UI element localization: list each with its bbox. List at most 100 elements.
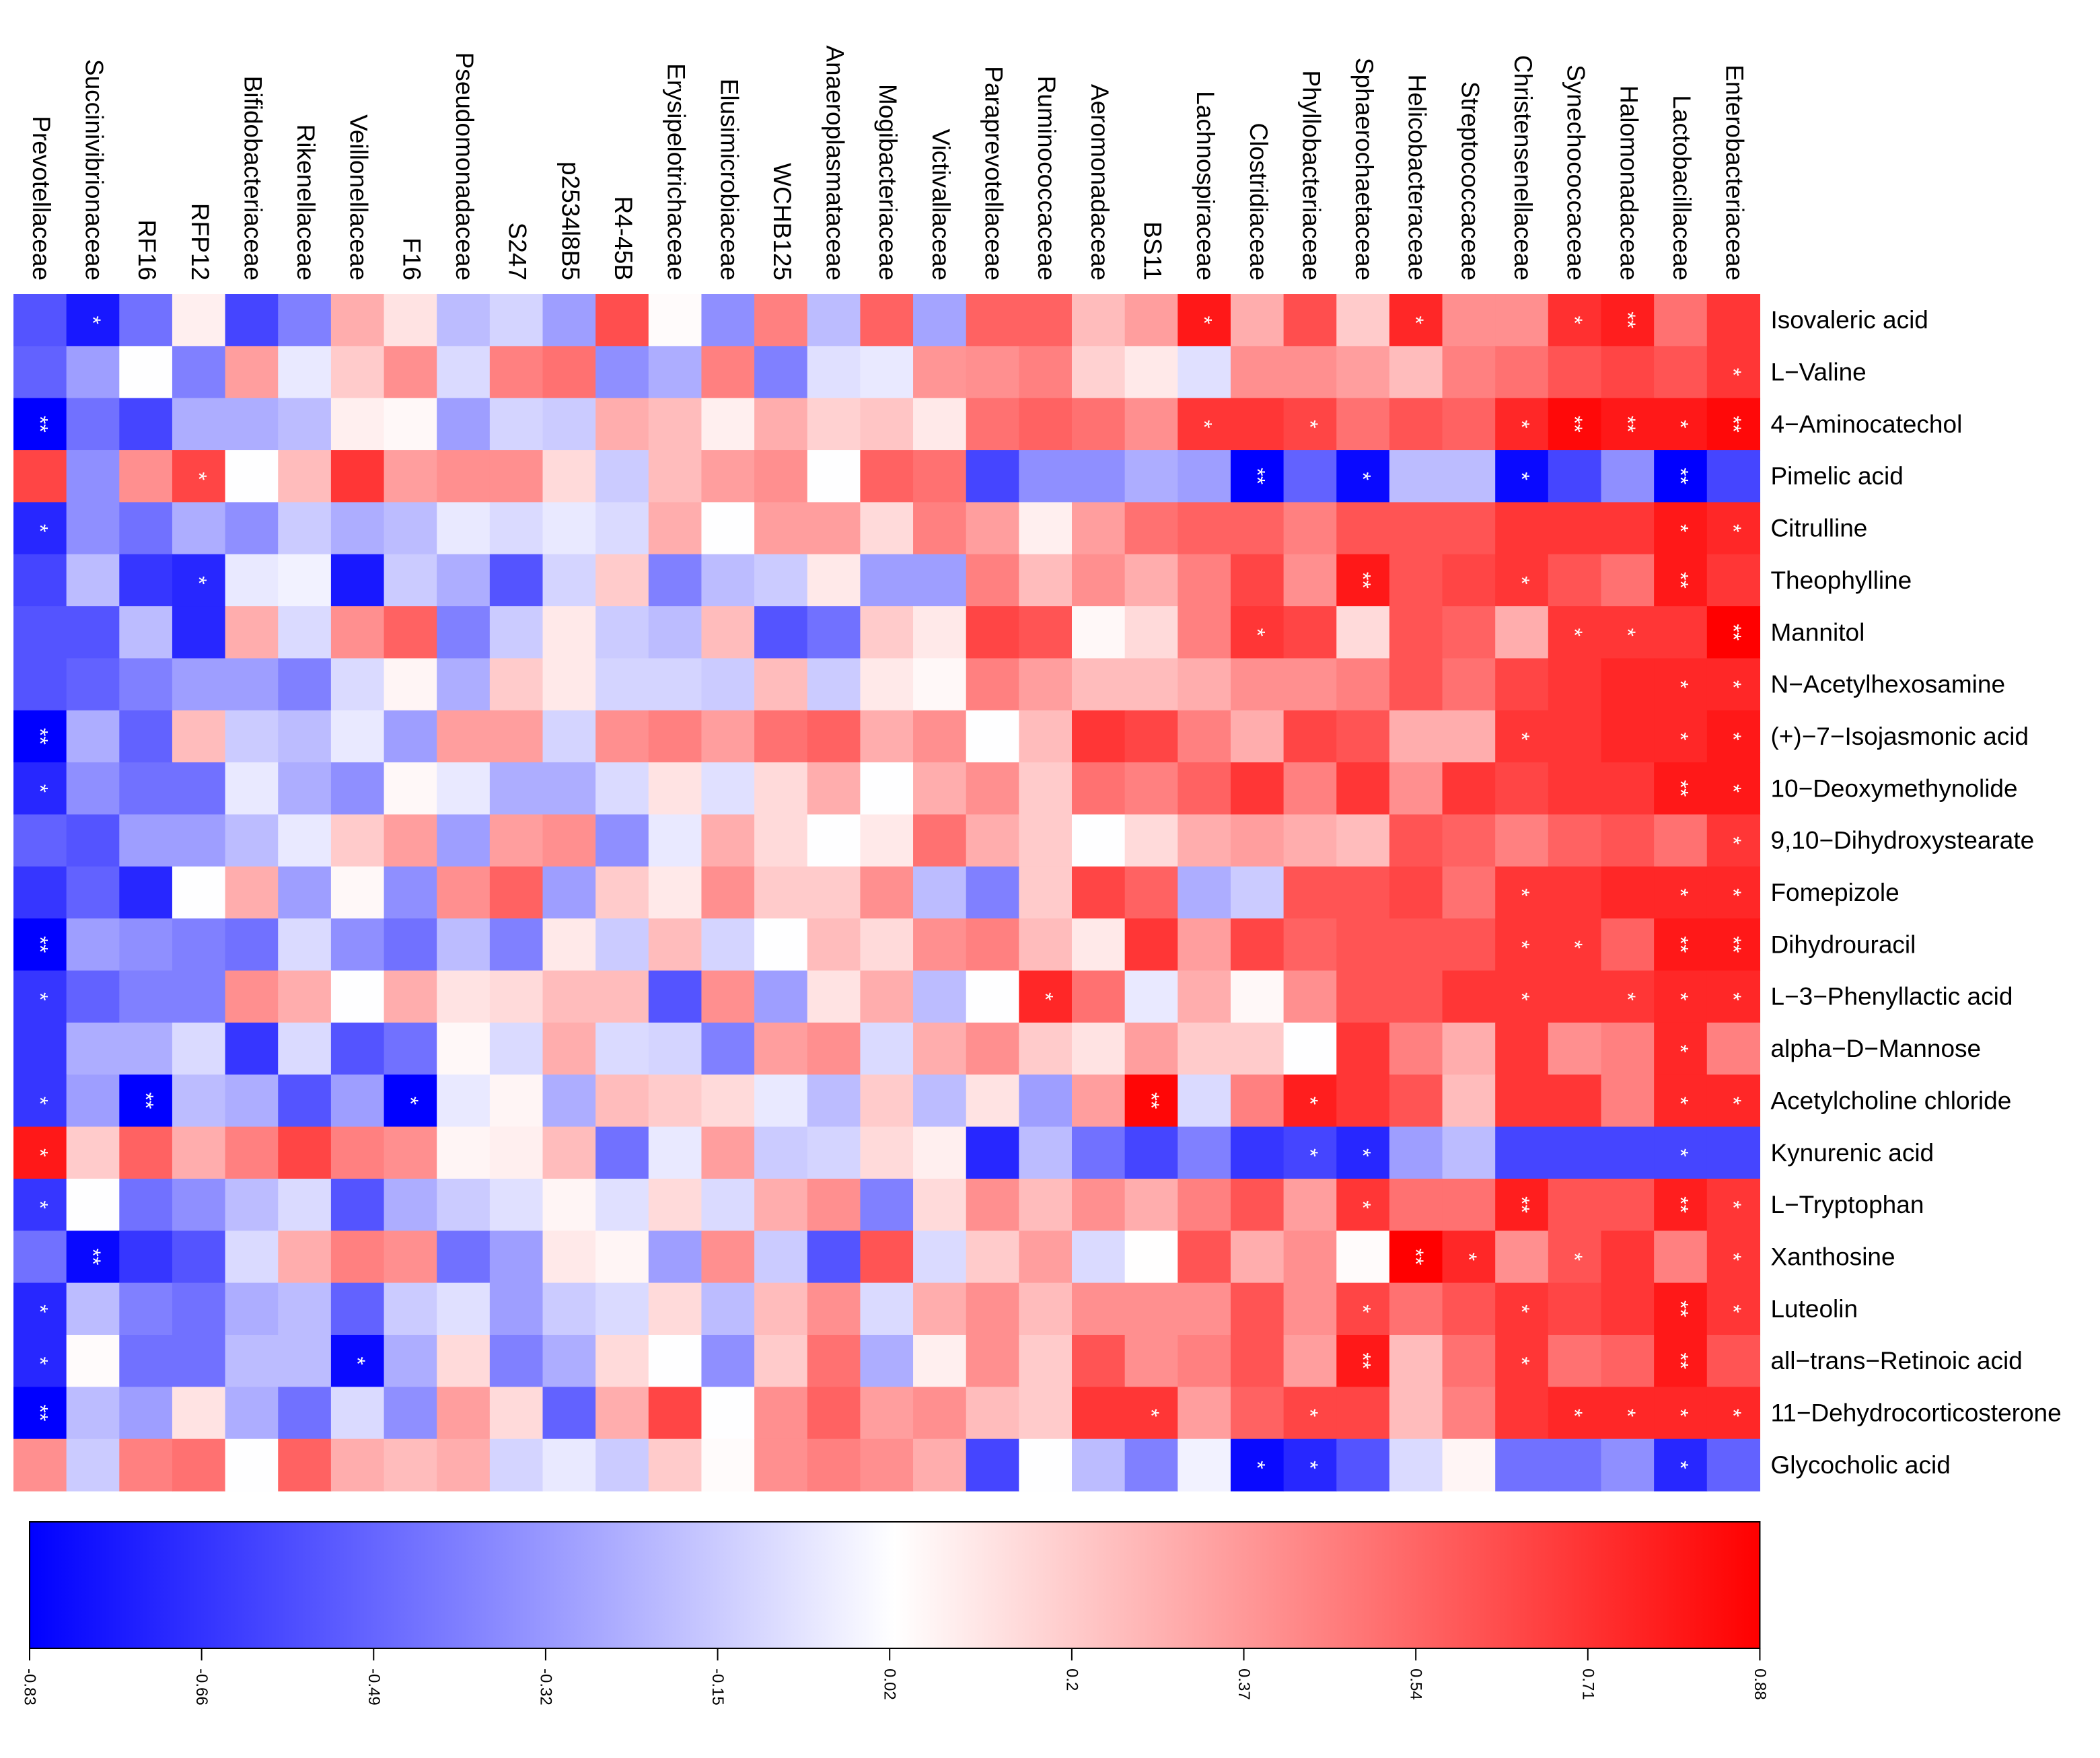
column-label: Anaeroplasmataceae <box>822 45 849 281</box>
heatmap-cell <box>1548 658 1602 711</box>
heatmap-cell <box>701 502 755 555</box>
heatmap-cell <box>172 866 226 919</box>
significance-marker: * <box>1510 992 1534 1000</box>
heatmap-cell <box>1601 554 1655 607</box>
heatmap-cell <box>384 1126 437 1179</box>
heatmap-cell <box>1230 502 1284 555</box>
heatmap-cell <box>1230 970 1284 1023</box>
heatmap-cell <box>119 1074 173 1128</box>
heatmap-cell <box>330 710 385 763</box>
heatmap-cell <box>1389 710 1443 763</box>
significance-marker: ** <box>1668 572 1692 589</box>
column-label: Aeromonadaceae <box>1086 84 1114 281</box>
heatmap-cell <box>913 970 967 1023</box>
heatmap-cell <box>966 1022 1019 1075</box>
significance-marker: * <box>1510 472 1534 480</box>
row-label: Acetylcholine chloride <box>1770 1087 2011 1114</box>
significance-marker: ** <box>1510 1196 1534 1213</box>
heatmap-cell <box>1495 970 1549 1023</box>
heatmap-cell <box>966 1387 1019 1440</box>
heatmap-cell <box>1336 1282 1390 1335</box>
heatmap-cell <box>384 866 437 919</box>
significance-marker: ** <box>1668 1352 1692 1369</box>
heatmap-cell <box>489 1022 544 1075</box>
heatmap-cell <box>330 762 385 815</box>
heatmap-cell <box>542 398 596 451</box>
heatmap-cell <box>860 762 914 815</box>
heatmap-cell <box>278 1335 332 1387</box>
heatmap-cell <box>1442 710 1496 763</box>
heatmap-cell <box>1601 450 1655 503</box>
heatmap-cell <box>119 1022 173 1075</box>
colorbar-tick-label: -0.66 <box>192 1669 211 1706</box>
heatmap-cell <box>913 762 967 815</box>
heatmap-cell <box>66 606 120 659</box>
heatmap-cell <box>1548 1022 1602 1075</box>
colorbar-tick-label: -0.83 <box>21 1669 39 1706</box>
heatmap-cell <box>1072 1387 1126 1440</box>
significance-marker: * <box>1721 1097 1745 1105</box>
heatmap-cell <box>489 606 544 659</box>
heatmap-cell <box>595 814 649 867</box>
heatmap-cell <box>1019 1022 1073 1075</box>
heatmap-cell <box>489 710 544 763</box>
significance-marker: ** <box>1139 1092 1163 1109</box>
heatmap-cell <box>1124 866 1178 919</box>
row-label: Isovaleric acid <box>1770 306 1928 334</box>
column-label: Ruminococcaceae <box>1033 76 1060 281</box>
row-label: Kynurenic acid <box>1770 1139 1934 1167</box>
heatmap-cell <box>648 606 702 659</box>
heatmap-cell <box>1706 814 1761 867</box>
heatmap-cell <box>754 1022 808 1075</box>
heatmap-cell <box>542 710 596 763</box>
heatmap-cell <box>913 1126 967 1179</box>
heatmap-cell <box>1178 1231 1231 1284</box>
heatmap-cell <box>1548 606 1602 659</box>
heatmap-cell <box>278 1022 332 1075</box>
heatmap-cell <box>1495 346 1549 399</box>
heatmap-cell <box>1389 294 1443 346</box>
heatmap-cell <box>13 814 67 867</box>
heatmap-cell <box>1389 1231 1443 1284</box>
heatmap-cell <box>1389 1022 1443 1075</box>
heatmap-cell <box>1230 710 1284 763</box>
heatmap-cell <box>1654 1178 1708 1231</box>
heatmap-cell <box>119 866 173 919</box>
heatmap-cell <box>1230 294 1284 346</box>
heatmap-cell <box>595 1074 649 1128</box>
heatmap-cell <box>1548 502 1602 555</box>
heatmap-cell <box>172 1282 226 1335</box>
significance-marker: * <box>28 784 52 793</box>
column-label: Phyllobacteriaceae <box>1297 70 1325 281</box>
significance-marker: * <box>28 1200 52 1208</box>
heatmap-cell <box>1230 398 1284 451</box>
heatmap-cell <box>701 398 755 451</box>
heatmap-cell <box>754 814 808 867</box>
heatmap-cell <box>225 1178 279 1231</box>
significance-marker: * <box>1351 1305 1375 1313</box>
heatmap-cell <box>330 658 385 711</box>
heatmap-cell <box>1654 606 1708 659</box>
heatmap-cell <box>860 970 914 1023</box>
heatmap-cell <box>1230 1387 1284 1440</box>
heatmap-cell <box>754 1387 808 1440</box>
heatmap-cell <box>1072 346 1126 399</box>
heatmap-cell <box>1178 294 1231 346</box>
heatmap-cell <box>1706 1438 1761 1492</box>
heatmap-cell <box>66 658 120 711</box>
heatmap-cell <box>384 606 437 659</box>
heatmap-cell <box>489 1387 544 1440</box>
heatmap-cell <box>1072 658 1126 711</box>
heatmap-cell <box>1072 918 1126 972</box>
significance-marker: * <box>1668 1148 1692 1157</box>
heatmap-cell <box>1442 294 1496 346</box>
heatmap-cell <box>330 866 385 919</box>
heatmap-cell <box>489 554 544 607</box>
heatmap-cell <box>330 1387 385 1440</box>
column-label: Prevotellaceae <box>28 116 55 281</box>
heatmap-cell <box>330 346 385 399</box>
column-label: Pseudomonadaceae <box>451 52 478 281</box>
significance-marker: * <box>1298 1097 1322 1105</box>
heatmap-cell <box>542 1126 596 1179</box>
heatmap-cell <box>1336 814 1390 867</box>
